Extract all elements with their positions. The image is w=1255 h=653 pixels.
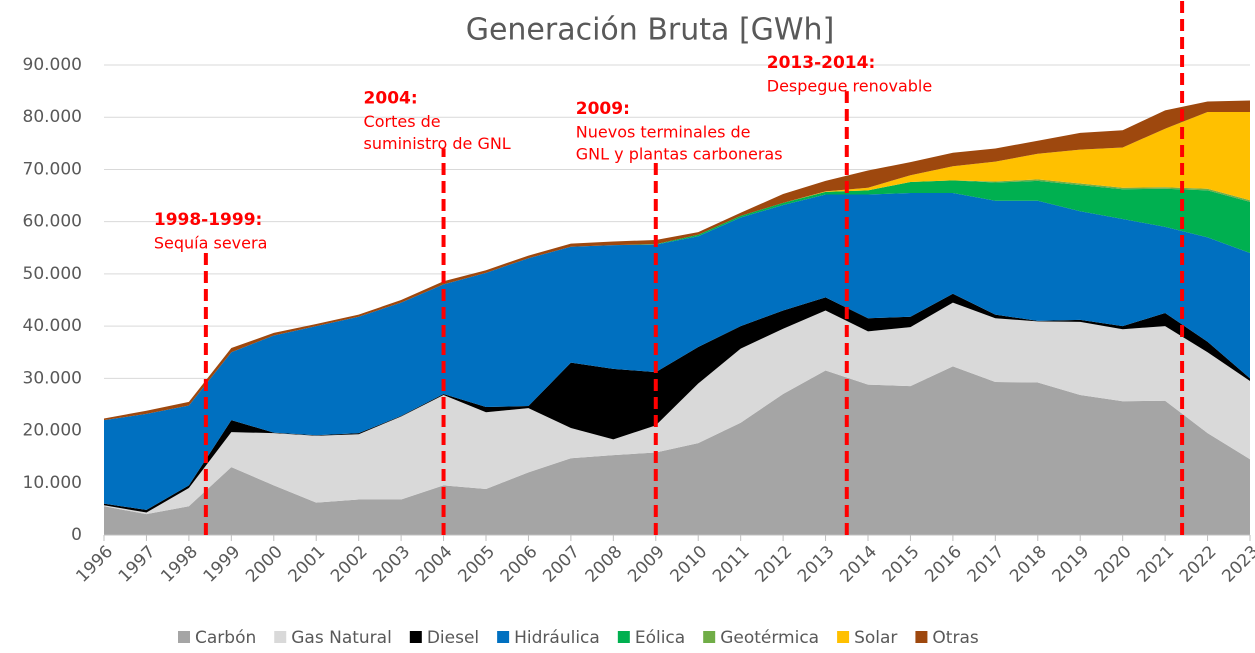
- legend-swatch: [178, 631, 190, 643]
- annotation-text: Cortes de: [364, 112, 441, 131]
- x-tick-label: 1997: [115, 542, 160, 587]
- legend-swatch: [274, 631, 287, 643]
- area: [104, 180, 1250, 421]
- area: [104, 293, 1250, 513]
- y-tick-label: 10.000: [23, 473, 82, 493]
- x-tick-label: 2019: [1049, 542, 1094, 587]
- y-tick-label: 60.000: [23, 212, 82, 232]
- x-tick-label: 2020: [1091, 542, 1136, 587]
- x-tick-label: 2021: [1133, 542, 1178, 587]
- x-tick-label: 2001: [285, 542, 330, 587]
- legend-swatch: [497, 631, 510, 643]
- legend-label: Gas Natural: [291, 628, 392, 648]
- area: [104, 100, 1250, 421]
- x-tick-label: 2004: [412, 542, 457, 587]
- legend-label: Eólica: [635, 628, 685, 648]
- legend-label: Hidráulica: [514, 628, 600, 648]
- legend-label: Diesel: [427, 628, 479, 648]
- x-tick-label: 1996: [72, 542, 117, 587]
- y-tick-label: 80.000: [23, 107, 82, 127]
- x-tick-label: 2014: [836, 542, 881, 587]
- legend-label: Carbón: [195, 628, 256, 648]
- x-tick-label: 2008: [582, 542, 627, 587]
- legend-label: Solar: [854, 628, 897, 648]
- x-tick-label: 2003: [369, 542, 414, 587]
- y-tick-label: 70.000: [23, 159, 82, 179]
- y-tick-label: 0: [71, 525, 82, 545]
- y-tick-label: 90.000: [23, 55, 82, 75]
- x-tick-label: 1998: [157, 542, 202, 587]
- annotation-heading: 1998-1999:: [154, 210, 262, 230]
- y-tick-label: 40.000: [23, 316, 82, 336]
- legend: Carbón Gas Natural Diesel Hidráulica Eólica G…: [178, 628, 979, 648]
- area: [104, 192, 1250, 510]
- x-tick-label: 2017: [964, 542, 1009, 587]
- x-tick-label: 2005: [454, 542, 499, 587]
- legend-swatch: [837, 631, 850, 643]
- legend-label: Otras: [932, 628, 978, 648]
- x-tick-label: 2022: [1176, 542, 1221, 587]
- y-tick-label: 50.000: [23, 264, 82, 284]
- x-tick-label: 2007: [539, 542, 584, 587]
- legend-label: Geotérmica: [720, 628, 819, 648]
- annotation-text: GNL y plantas carboneras: [576, 145, 783, 164]
- annotation-text: Sequía severa: [154, 233, 268, 252]
- x-tick-label: 2013: [794, 542, 839, 587]
- legend-swatch: [617, 631, 630, 643]
- x-tick-label: 2000: [242, 542, 287, 587]
- y-tick-label: 20.000: [23, 421, 82, 441]
- legend-swatch: [409, 631, 422, 643]
- x-tick-label: 2015: [879, 542, 924, 587]
- annotation-text: suministro de GNL: [364, 134, 511, 153]
- area: [104, 302, 1250, 515]
- legend-swatch: [915, 631, 928, 643]
- x-tick-label: 2002: [327, 542, 372, 587]
- x-tick-label: 2018: [1006, 542, 1051, 587]
- x-tick-label: 2011: [709, 542, 754, 587]
- x-tick-label: 2023: [1218, 542, 1255, 587]
- x-tick-label: 2012: [751, 542, 796, 587]
- x-tick-label: 2016: [921, 542, 966, 587]
- x-tick-label: 2010: [667, 542, 712, 587]
- x-tick-label: 1999: [200, 542, 245, 587]
- chart-title: Generación Bruta [GWh]: [466, 13, 835, 48]
- area: [104, 112, 1250, 421]
- legend-swatch: [703, 631, 716, 643]
- annotation-text: Nuevos terminales de: [576, 123, 751, 142]
- x-tick-label: 2009: [624, 542, 669, 587]
- annotation-heading: 2009:: [576, 99, 630, 119]
- area: [104, 366, 1250, 535]
- annotation-heading: 2013-2014:: [767, 53, 875, 73]
- x-tick-label: 2006: [497, 542, 542, 587]
- annotation-text: Despegue renovable: [767, 77, 932, 96]
- annotation-heading: 2004:: [364, 89, 418, 109]
- y-tick-label: 30.000: [23, 368, 82, 388]
